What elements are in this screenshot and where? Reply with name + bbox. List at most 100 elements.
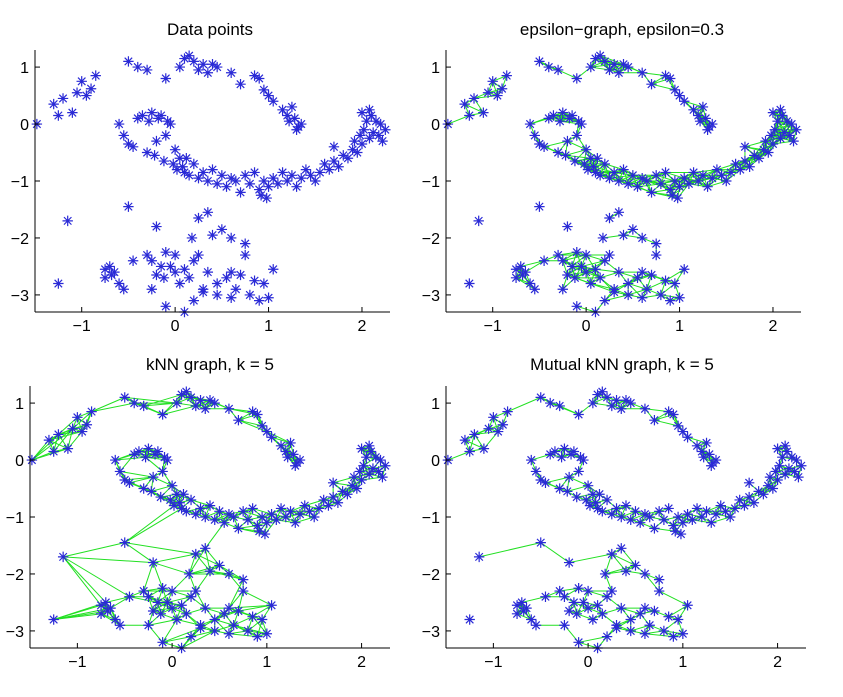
graph-edge — [464, 103, 470, 116]
data-point — [211, 178, 223, 190]
data-point — [183, 50, 195, 61]
data-point — [702, 124, 713, 135]
graph-edge — [564, 587, 579, 598]
graph-edge — [613, 283, 629, 293]
graph-edge — [587, 590, 608, 598]
data-point — [166, 480, 178, 491]
data-point — [183, 170, 195, 181]
data-point — [110, 614, 121, 625]
graph-edge — [711, 516, 731, 524]
data-point — [160, 301, 171, 312]
data-point — [599, 56, 611, 67]
graph-edge — [565, 149, 587, 156]
data-point — [188, 158, 200, 170]
data-point — [753, 486, 764, 497]
data-point — [562, 221, 573, 232]
data-point — [697, 101, 709, 113]
data-point — [176, 600, 187, 611]
graph-edge — [204, 522, 225, 549]
data-point — [242, 514, 254, 526]
data-point — [702, 181, 713, 192]
data-point — [762, 480, 774, 491]
data-point — [169, 266, 181, 278]
data-point — [193, 172, 204, 184]
data-point — [185, 591, 197, 602]
graph-edge — [492, 417, 499, 432]
data-point — [590, 53, 601, 64]
data-point — [511, 608, 523, 620]
data-point — [660, 167, 671, 178]
graph-edge — [228, 573, 244, 581]
data-point — [171, 397, 183, 409]
data-point — [618, 164, 629, 175]
data-point — [209, 397, 220, 409]
graph-edge — [671, 183, 690, 196]
data-point — [166, 602, 178, 614]
data-point — [171, 164, 183, 175]
data-point — [608, 59, 620, 70]
data-point — [663, 611, 674, 622]
data-point — [502, 406, 513, 417]
data-point — [569, 155, 581, 167]
graph-edge — [190, 499, 211, 507]
data-point — [592, 389, 603, 400]
graph-edge — [587, 607, 603, 615]
graph-edge — [605, 564, 636, 575]
data-point — [230, 284, 242, 295]
data-point — [364, 104, 375, 116]
graph-edge — [492, 75, 507, 82]
data-point — [247, 406, 258, 417]
data-point — [168, 158, 179, 170]
data-point — [682, 600, 693, 611]
data-point — [266, 432, 277, 443]
data-point — [734, 494, 745, 506]
graph-edge — [143, 402, 177, 407]
data-point — [526, 614, 537, 625]
graph-edge — [531, 453, 551, 461]
data-point — [729, 503, 741, 514]
data-point — [608, 167, 620, 178]
data-point — [516, 597, 527, 608]
data-point — [155, 608, 166, 620]
data-point — [146, 255, 157, 266]
data-point — [141, 64, 153, 76]
data-point — [207, 59, 218, 70]
data-point — [715, 500, 726, 511]
data-point — [789, 466, 800, 477]
data-point — [573, 637, 584, 648]
data-point — [314, 167, 326, 178]
graph-edge — [744, 146, 769, 154]
graph-edge — [630, 513, 646, 521]
data-point — [613, 67, 625, 78]
data-point — [365, 446, 377, 457]
data-point — [515, 261, 526, 272]
data-point — [688, 104, 699, 116]
graph-edge — [261, 619, 268, 634]
data-point — [557, 107, 568, 118]
data-point — [356, 443, 367, 454]
data-point — [259, 528, 271, 540]
data-point — [710, 508, 722, 520]
data-point — [81, 419, 93, 430]
data-point — [67, 107, 78, 118]
data-point — [571, 246, 582, 258]
data-point — [650, 170, 662, 181]
data-point — [255, 190, 267, 201]
data-point — [636, 292, 648, 303]
data-point — [511, 600, 523, 611]
scatter-plot: −1 0 1 2 −3 −2 −1 0 1 — [6, 386, 391, 671]
data-point — [85, 83, 97, 94]
data-point — [179, 167, 190, 178]
graph-edge — [48, 439, 69, 450]
data-point — [552, 249, 564, 261]
data-point — [679, 96, 690, 107]
graph-edge — [275, 508, 282, 521]
data-point — [197, 286, 209, 298]
data-point — [653, 574, 665, 585]
data-point — [459, 434, 471, 446]
graph-edge — [195, 505, 211, 515]
graph-edge — [91, 396, 125, 413]
data-point — [618, 59, 629, 70]
data-point — [540, 477, 551, 489]
data-point — [204, 500, 216, 511]
